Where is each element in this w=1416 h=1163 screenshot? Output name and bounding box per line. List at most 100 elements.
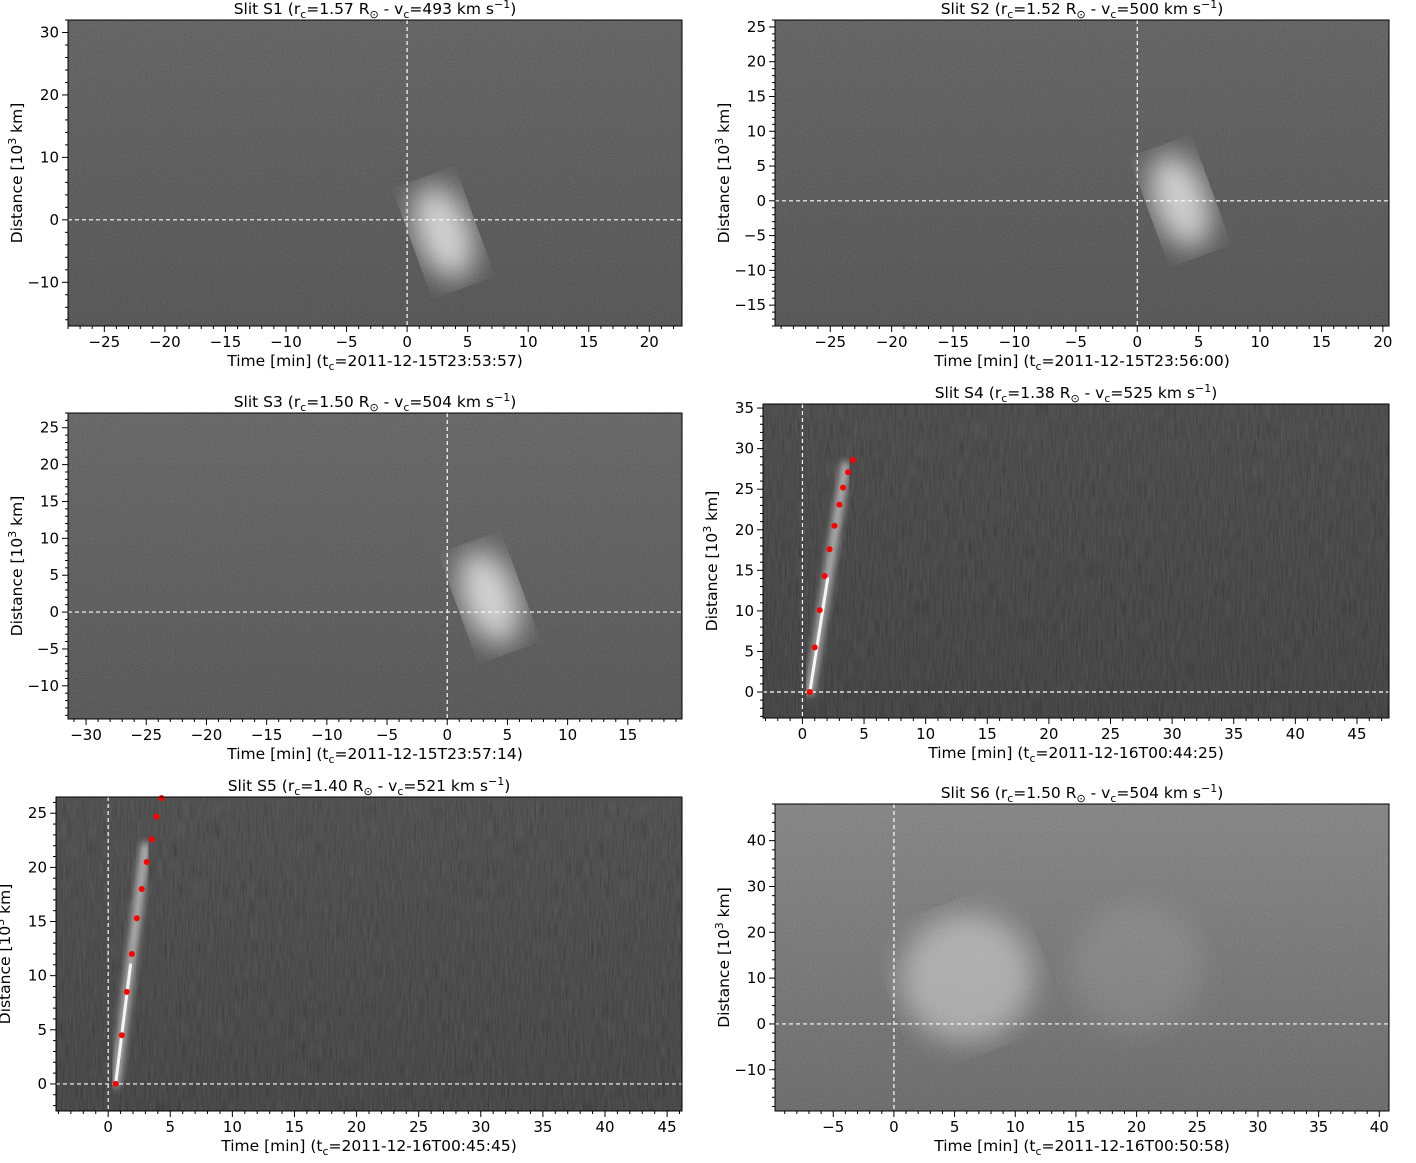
- s4-marker-point-7: [836, 502, 842, 508]
- panel-s2-x-label: Time [min] (tc=2011-12-15T23:56:00): [933, 352, 1230, 373]
- s2-y-tick-label: −15: [734, 296, 766, 314]
- s5-y-tick-label: 10: [28, 967, 47, 985]
- s5-x-tick-label: 20: [347, 1118, 366, 1136]
- s5-marker-point-3: [124, 989, 130, 995]
- s5-x-tick-label: 10: [223, 1118, 242, 1136]
- s2-x-tick-label: −25: [814, 333, 846, 351]
- s1-y-tick-label: 10: [40, 148, 59, 166]
- panel-s4-x-label: Time [min] (tc=2011-12-16T00:44:25): [927, 744, 1224, 765]
- svg-text:Distance [103 km]: Distance [103 km]: [701, 491, 721, 632]
- s1-x-tick-label: 10: [519, 333, 538, 351]
- svg-text:Distance [103 km]: Distance [103 km]: [6, 103, 26, 244]
- panel-s2-x-axis: −25 −20 −15 −10 −5 0 5 10 15 20: [781, 326, 1392, 351]
- s2-y-tick-label: −5: [744, 227, 766, 245]
- s5-marker-point-8: [149, 836, 155, 842]
- s5-marker-point-7: [144, 859, 150, 865]
- panel-s5-image: [56, 797, 682, 1111]
- s6-x-tick-label: 40: [1370, 1118, 1389, 1136]
- s6-y-tick-label: 20: [747, 923, 766, 941]
- s3-x-tick-label: −25: [130, 726, 162, 744]
- s3-x-tick-label: −10: [311, 726, 343, 744]
- panel-s3-x-axis: −30 −25 −20 −15 −10 −5 0 5 10 15: [70, 719, 676, 744]
- s6-y-tick-label: 0: [756, 1015, 766, 1033]
- panel-s5: Slit S5 (rc=1.40 R⊙ - vc=521 km s−1) 0 5 1…: [0, 775, 682, 1158]
- s3-x-tick-label: 15: [618, 726, 637, 744]
- s5-marker-point-10: [159, 795, 165, 801]
- s2-x-tick-label: −10: [999, 333, 1031, 351]
- svg-text:Distance [103 km]: Distance [103 km]: [0, 884, 14, 1025]
- s4-x-tick-label: 10: [916, 725, 935, 743]
- s4-x-tick-label: 5: [859, 725, 869, 743]
- s3-x-tick-label: −15: [251, 726, 283, 744]
- s4-marker-point-4: [822, 573, 828, 579]
- s4-y-tick-label: 35: [735, 399, 754, 417]
- s5-noise: [56, 797, 682, 1111]
- s6-x-tick-label: 35: [1309, 1118, 1328, 1136]
- panel-s3-image: [68, 413, 682, 719]
- s3-x-tick-label: 10: [558, 726, 577, 744]
- s6-x-tick-label: 10: [1006, 1118, 1025, 1136]
- s5-x-tick-label: 40: [595, 1118, 614, 1136]
- svg-text:Slit S4 (rc=1.38 R⊙ - vc=525 k: Slit S4 (rc=1.38 R⊙ - vc=525 km s−1): [935, 382, 1218, 405]
- svg-text:Slit S2 (rc=1.52 R⊙ - vc=500 k: Slit S2 (rc=1.52 R⊙ - vc=500 km s−1): [941, 0, 1224, 21]
- svg-text:Time [min] (tc=2011-12-15T23:5: Time [min] (tc=2011-12-15T23:56:00): [933, 352, 1230, 373]
- s2-x-tick-label: −15: [937, 333, 969, 351]
- s1-y-tick-label: −10: [27, 273, 59, 291]
- s4-x-tick-label: 15: [978, 725, 997, 743]
- s1-y-tick-label: 20: [40, 86, 59, 104]
- s6-y-tick-label: 30: [747, 877, 766, 895]
- s4-marker-point-8: [840, 485, 846, 491]
- s4-y-tick-label: 20: [735, 521, 754, 539]
- panel-s3-x-label: Time [min] (tc=2011-12-15T23:57:14): [226, 745, 523, 766]
- s4-y-tick-label: 25: [735, 480, 754, 498]
- s5-y-tick-label: 5: [37, 1021, 47, 1039]
- svg-text:Time [min] (tc=2011-12-15T23:5: Time [min] (tc=2011-12-15T23:53:57): [226, 352, 523, 373]
- s4-x-tick-label: 40: [1286, 725, 1305, 743]
- s6-x-tick-label: 5: [950, 1118, 960, 1136]
- s6-y-tick-label: 40: [747, 832, 766, 850]
- panel-s2-y-axis: −15−10−50510152025: [734, 18, 775, 326]
- panel-s1-y-axis: −10 0 10 20 30: [27, 20, 68, 320]
- s1-x-tick-label: −15: [210, 333, 242, 351]
- panel-s2: Slit S2 (rc=1.52 R⊙ - vc=500 km s−1) −25…: [713, 0, 1392, 373]
- s5-x-tick-label: 25: [409, 1118, 428, 1136]
- panel-s1-title: Slit S1 (rc=1.57 R⊙ - vc=493 km s−1): [234, 0, 517, 21]
- s5-x-tick-label: 45: [658, 1118, 677, 1136]
- s5-y-tick-label: 0: [37, 1075, 47, 1093]
- s6-x-tick-label: 20: [1127, 1118, 1146, 1136]
- panel-s4-y-axis: 05101520253035: [735, 399, 763, 716]
- s5-y-tick-label: 15: [28, 913, 47, 931]
- s2-x-tick-label: 5: [1194, 333, 1204, 351]
- panel-s4-title: Slit S4 (rc=1.38 R⊙ - vc=525 km s−1): [935, 382, 1218, 405]
- s4-marker-point-5: [827, 546, 833, 552]
- s5-x-tick-label: 5: [165, 1118, 175, 1136]
- s3-noise: [68, 413, 682, 719]
- panel-s1-y-label: Distance [103 km]: [6, 103, 26, 244]
- s2-x-tick-label: 10: [1251, 333, 1270, 351]
- s3-x-tick-label: −5: [376, 726, 398, 744]
- s4-marker-point-2: [812, 644, 818, 650]
- panel-s4: Slit S4 (rc=1.38 R⊙ - vc=525 km s−1) 0 5 1…: [701, 382, 1389, 765]
- panel-s3-y-axis: −10 −5 0 5 10 15 20 25: [27, 413, 68, 715]
- s4-y-tick-label: 30: [735, 440, 754, 458]
- s3-y-tick-label: 5: [49, 566, 59, 584]
- s3-y-tick-label: 25: [40, 419, 59, 437]
- s1-x-tick-label: 15: [579, 333, 598, 351]
- panel-s4-image: [763, 404, 1389, 718]
- s3-y-tick-label: −5: [37, 640, 59, 658]
- s3-y-tick-label: −10: [27, 677, 59, 695]
- s5-marker-point-1: [113, 1081, 119, 1087]
- panel-s1-x-axis: −25 −20 −15 −10 −5 0 5 10 15 20: [68, 326, 674, 351]
- s1-y-tick-label: 0: [49, 211, 59, 229]
- panel-s4-x-axis: 0 5 10 15 20 25 30 35 40 45: [765, 718, 1381, 743]
- panel-s3: Slit S3 (rc=1.50 R⊙ - vc=504 km s−1) −30…: [6, 391, 682, 766]
- panel-s6-x-axis: −5 0 5 10 15 20 25 30 35 40: [785, 1111, 1389, 1136]
- s5-marker-point-9: [154, 813, 160, 819]
- s2-x-tick-label: 15: [1312, 333, 1331, 351]
- s4-marker-point-6: [831, 523, 837, 529]
- s1-x-tick-label: 0: [402, 333, 412, 351]
- s1-x-tick-label: 5: [463, 333, 473, 351]
- svg-text:Distance [103 km]: Distance [103 km]: [713, 103, 733, 244]
- s2-x-tick-label: 0: [1132, 333, 1142, 351]
